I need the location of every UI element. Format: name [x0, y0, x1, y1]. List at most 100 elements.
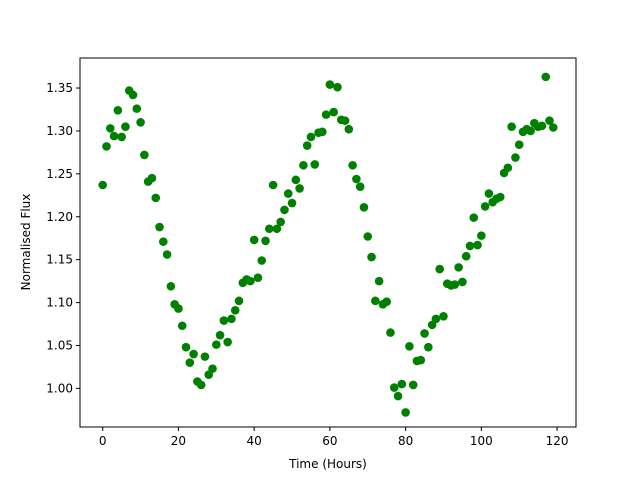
data-point	[389, 383, 399, 392]
data-points	[98, 72, 558, 417]
data-point	[318, 127, 327, 137]
data-point	[196, 380, 206, 390]
data-point	[140, 150, 149, 160]
data-point	[234, 296, 244, 306]
data-point	[363, 232, 373, 241]
data-point	[374, 276, 384, 286]
data-point	[109, 131, 119, 141]
data-point	[212, 340, 221, 349]
data-point	[325, 80, 335, 89]
data-point	[306, 132, 316, 142]
data-point	[181, 342, 191, 352]
data-point	[344, 124, 354, 134]
data-point	[265, 224, 274, 234]
data-point	[458, 277, 467, 287]
data-point	[397, 379, 407, 389]
data-point	[526, 126, 535, 136]
data-point	[98, 180, 108, 190]
data-point	[283, 189, 293, 198]
y-tick-label: 1.20	[46, 210, 73, 224]
data-point	[200, 352, 210, 361]
data-point	[484, 189, 494, 198]
y-tick-label: 1.15	[46, 253, 73, 267]
data-point	[424, 342, 433, 352]
data-point	[514, 140, 524, 149]
data-point	[454, 263, 463, 272]
x-tick-label: 60	[322, 434, 337, 448]
x-tick-label: 40	[247, 434, 262, 448]
data-point	[253, 273, 263, 282]
data-point	[393, 391, 403, 401]
data-point	[158, 237, 168, 246]
data-point	[401, 408, 410, 417]
data-point	[511, 153, 520, 162]
data-point	[189, 349, 198, 359]
data-point	[480, 202, 490, 211]
data-point	[507, 122, 516, 131]
x-tick-label: 80	[398, 434, 413, 448]
data-point	[420, 329, 429, 338]
data-point	[155, 222, 164, 232]
data-point	[355, 182, 365, 192]
data-point	[117, 132, 126, 142]
data-point	[340, 116, 350, 125]
data-point	[295, 184, 304, 193]
y-tick-label: 1.10	[46, 296, 73, 310]
x-tick-label: 20	[171, 434, 186, 448]
data-point	[367, 252, 376, 262]
data-point	[276, 217, 285, 227]
data-point	[382, 297, 391, 307]
y-tick-label: 1.35	[46, 81, 73, 95]
data-point	[121, 122, 130, 131]
data-point	[541, 72, 551, 82]
data-point	[495, 192, 505, 202]
data-point	[408, 380, 418, 390]
data-point	[310, 160, 320, 169]
plot-frame	[79, 57, 577, 428]
data-point	[185, 358, 195, 367]
data-point	[461, 251, 471, 261]
data-point	[416, 355, 426, 365]
data-point	[352, 174, 361, 184]
y-tick-label: 1.00	[46, 381, 73, 395]
y-axis-label: Normalised Flux	[19, 194, 33, 291]
data-point	[291, 175, 301, 185]
data-point	[386, 328, 395, 337]
data-point	[469, 213, 479, 222]
data-point	[246, 276, 255, 286]
x-axis-label: Time (Hours)	[288, 457, 367, 471]
data-point	[348, 160, 357, 170]
data-point	[177, 321, 187, 331]
data-point	[548, 123, 558, 132]
data-point	[431, 314, 441, 324]
data-point	[450, 280, 460, 289]
data-point	[280, 205, 289, 215]
data-point	[473, 240, 482, 250]
x-tick-label: 100	[470, 434, 493, 448]
data-point	[132, 104, 142, 113]
y-tick-label: 1.05	[46, 338, 73, 352]
data-point	[268, 180, 278, 190]
data-point	[166, 281, 176, 291]
data-point	[113, 106, 123, 115]
data-point	[208, 364, 217, 373]
y-tick-label: 1.25	[46, 167, 73, 181]
data-point	[223, 337, 232, 347]
data-point	[465, 241, 475, 251]
data-point	[174, 304, 183, 313]
x-tick-label: 0	[99, 434, 107, 448]
data-point	[162, 250, 172, 259]
data-point	[249, 235, 259, 245]
data-point	[136, 118, 145, 127]
data-point	[151, 193, 161, 203]
y-tick-label: 1.30	[46, 124, 73, 138]
axis-ticks: 0 20 40 60 80 100 120 1.00 1.05 1.10 1.15 1.20 1.25 1…	[46, 81, 568, 448]
data-point	[215, 330, 225, 340]
data-point	[333, 82, 342, 92]
data-point	[503, 163, 513, 173]
data-point	[537, 121, 547, 131]
data-point	[272, 224, 282, 234]
data-point	[435, 264, 444, 274]
data-point	[128, 90, 138, 100]
